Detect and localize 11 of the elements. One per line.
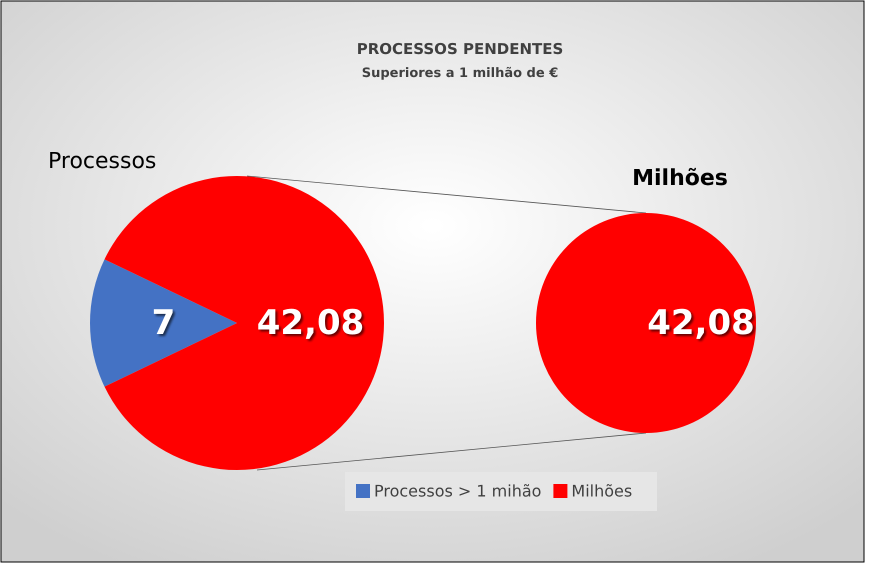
- legend-label: Milhões: [571, 482, 632, 500]
- pie-slice: [90, 259, 237, 387]
- data-label: 42,08: [256, 303, 364, 343]
- legend-label: Processos > 1 mihão: [374, 482, 542, 500]
- chart-subtitle: Superiores a 1 milhão de €: [362, 66, 558, 81]
- data-label: 42,08: [647, 303, 755, 343]
- data-label: 7: [152, 303, 176, 343]
- text: Processos: [48, 149, 156, 174]
- slice-label: Milhões: [632, 166, 728, 191]
- pie-slice: [104, 176, 384, 470]
- chart-title: PROCESSOS PENDENTES: [356, 40, 564, 58]
